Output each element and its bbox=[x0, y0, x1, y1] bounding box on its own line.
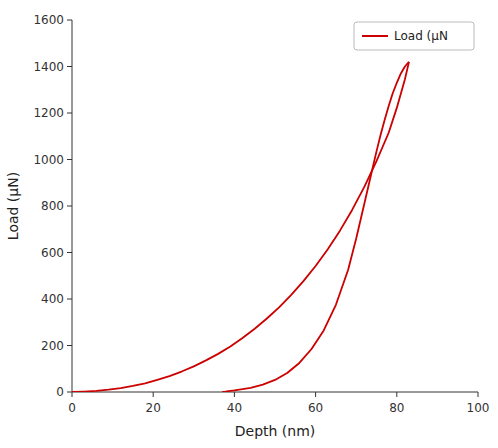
x-tick bbox=[396, 392, 397, 397]
y-tick bbox=[67, 299, 72, 300]
x-axis-line bbox=[72, 392, 478, 393]
y-tick-label: 1000 bbox=[33, 153, 64, 167]
x-tick bbox=[315, 392, 316, 397]
x-tick-label: 0 bbox=[68, 401, 76, 415]
y-tick bbox=[67, 392, 72, 393]
plot-area bbox=[72, 62, 409, 392]
legend: Load (μN bbox=[354, 22, 474, 50]
y-tick-label: 1200 bbox=[33, 106, 64, 120]
legend-box bbox=[354, 22, 474, 50]
x-tick bbox=[234, 392, 235, 397]
y-tick-label: 1600 bbox=[33, 13, 64, 27]
legend-swatch bbox=[362, 35, 388, 37]
y-tick-label: 800 bbox=[41, 199, 64, 213]
x-tick bbox=[72, 392, 73, 397]
x-tick-label: 40 bbox=[227, 401, 242, 415]
series-line bbox=[222, 62, 409, 392]
y-tick bbox=[67, 20, 72, 21]
series-line bbox=[72, 62, 409, 392]
y-tick-label: 0 bbox=[56, 385, 64, 399]
x-tick-label: 60 bbox=[308, 401, 323, 415]
x-tick bbox=[153, 392, 154, 397]
x-tick-label: 20 bbox=[146, 401, 161, 415]
x-axis-label: Depth (nm) bbox=[235, 423, 316, 439]
x-tick-label: 80 bbox=[389, 401, 404, 415]
legend-label: Load (μN bbox=[394, 29, 448, 43]
x-tick bbox=[478, 392, 479, 397]
y-tick bbox=[67, 66, 72, 67]
y-tick bbox=[67, 113, 72, 114]
chart: 0204060801000200400600800100012001400160… bbox=[0, 0, 498, 448]
y-tick-label: 400 bbox=[41, 292, 64, 306]
y-tick bbox=[67, 159, 72, 160]
y-axis-label: Load (μN) bbox=[5, 172, 21, 240]
y-tick-label: 1400 bbox=[33, 60, 64, 74]
y-tick-label: 600 bbox=[41, 246, 64, 260]
y-tick-label: 200 bbox=[41, 339, 64, 353]
x-tick-label: 100 bbox=[467, 401, 490, 415]
y-tick bbox=[67, 206, 72, 207]
y-tick bbox=[67, 252, 72, 253]
y-tick bbox=[67, 345, 72, 346]
